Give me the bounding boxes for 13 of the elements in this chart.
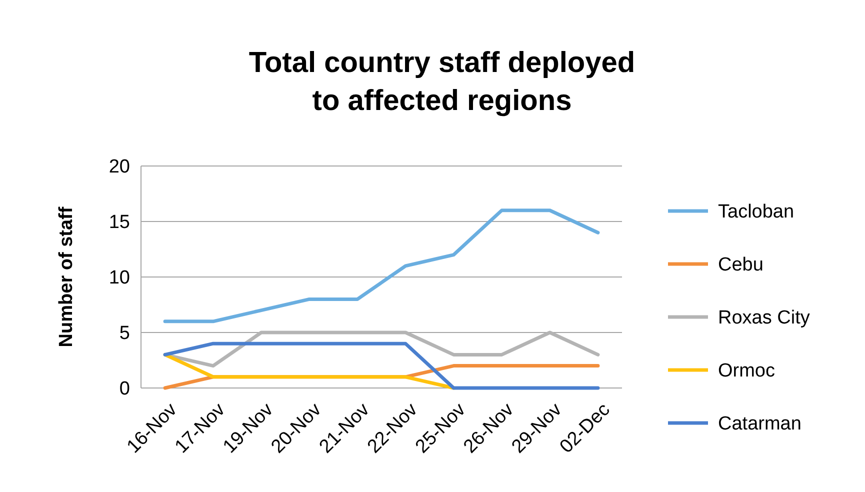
legend-label: Cebu: [718, 254, 764, 276]
legend-label: Roxas City: [718, 308, 810, 329]
legend-label: Catarman: [718, 414, 802, 435]
chart-title: Total country staff deployed to affected regions: [248, 47, 636, 117]
y-tick-label: 10: [108, 268, 130, 289]
legend-label: Tacloban: [718, 202, 794, 223]
y-tick-label: 0: [119, 378, 130, 400]
y-tick-label: 20: [108, 156, 130, 178]
line-series: [163, 208, 600, 324]
y-tick-label: 15: [108, 212, 130, 234]
legend-label: Ormoc: [718, 360, 775, 382]
y-tick-label: 5: [119, 323, 130, 344]
y-axis-title: Number of staff: [56, 206, 77, 348]
